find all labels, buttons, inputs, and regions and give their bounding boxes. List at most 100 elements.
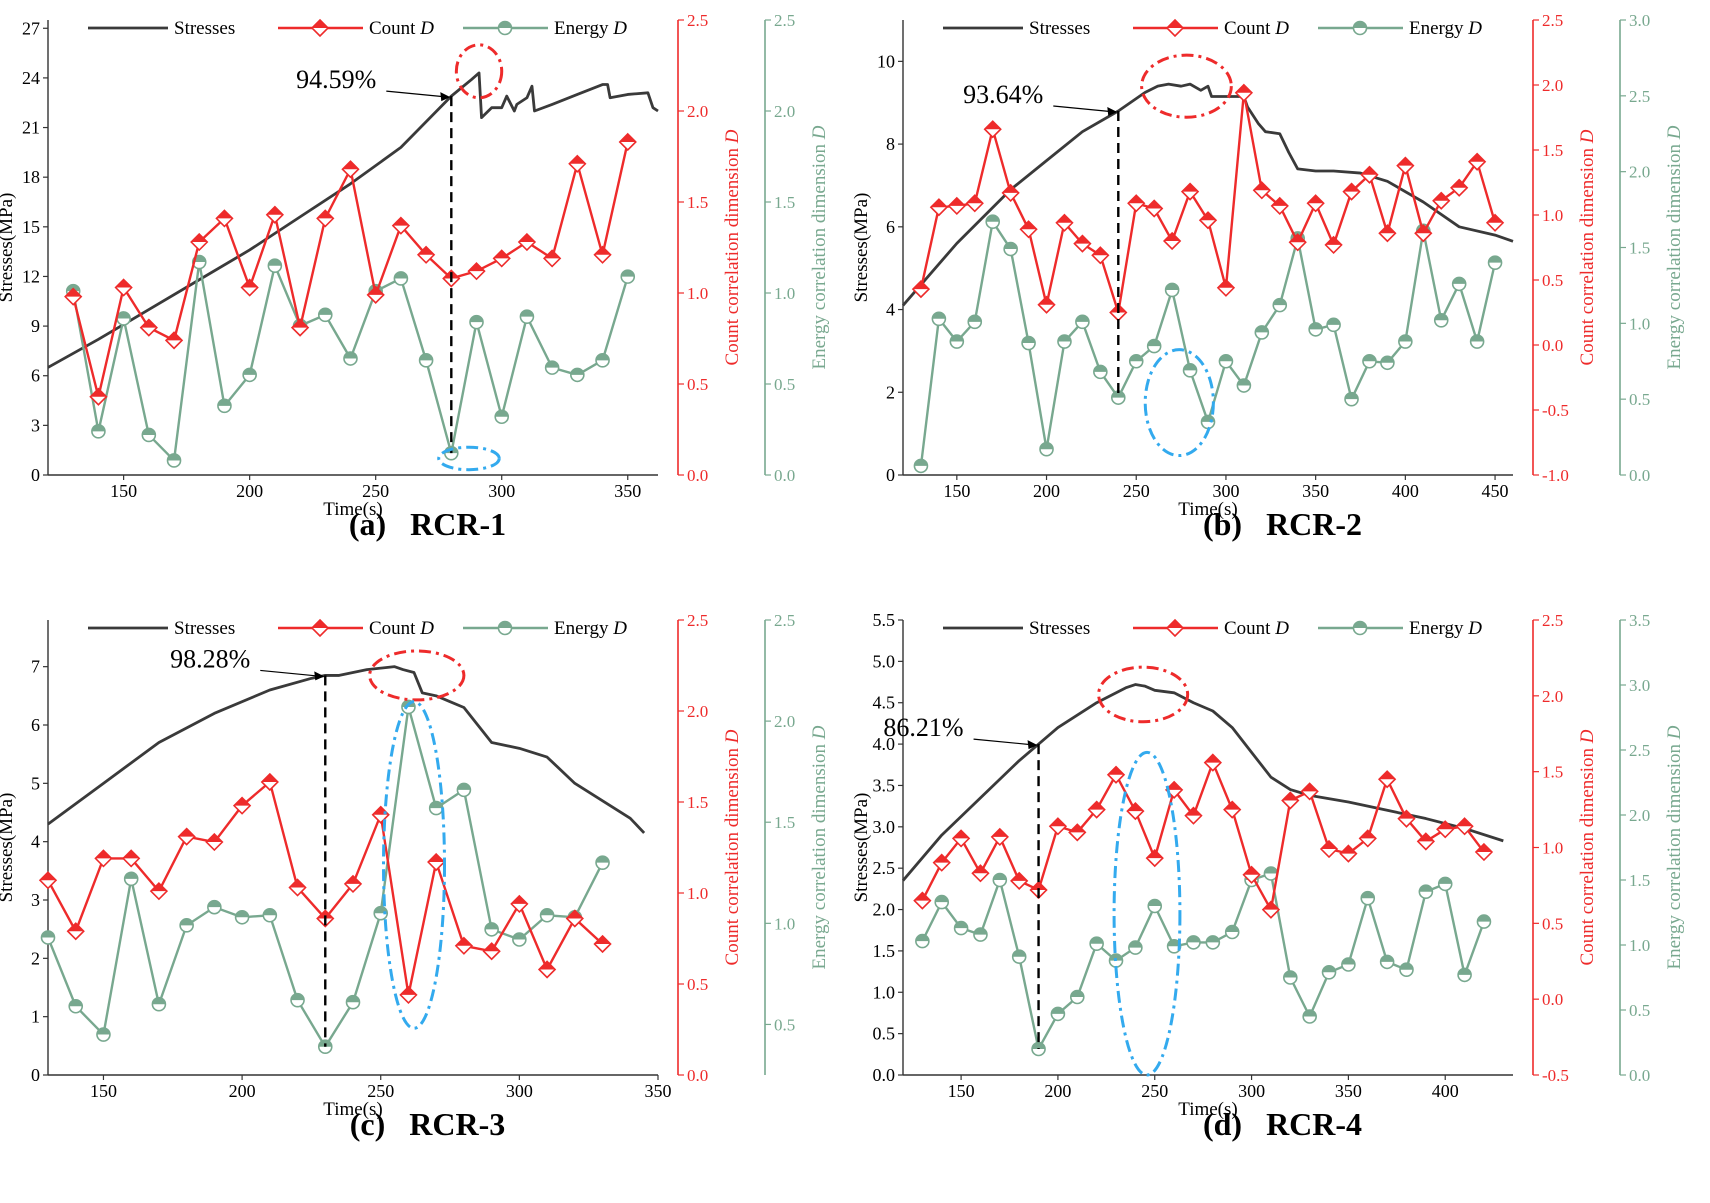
stresses-line (47, 665, 646, 834)
count-d-point-fill (140, 319, 157, 328)
energy-d-point-fill (935, 895, 949, 903)
count-d-point-fill (1166, 781, 1183, 790)
energy-d-point-fill (235, 910, 249, 918)
count-d-point-fill (345, 875, 361, 884)
peak-highlight-ellipse (1140, 53, 1233, 119)
count-d-point-fill (342, 161, 359, 170)
energy-d-point-fill (1341, 958, 1355, 965)
energy-d-tick-label: 0.5 (774, 1015, 795, 1034)
energy-d-point-fill (124, 872, 138, 879)
legend-energy-marker-fill (498, 21, 512, 28)
count-d-point-fill (1433, 192, 1450, 201)
energy-d-tick-label: 2.5 (774, 11, 795, 30)
fluctuation-highlight-ellipse (1143, 348, 1215, 458)
energy-d-point-fill (1075, 315, 1089, 322)
legend-energy-label: Energy D (1409, 618, 1482, 639)
energy-d-point-fill (1022, 336, 1036, 344)
count-d-point-fill (150, 883, 167, 892)
energy-d-point-fill (495, 410, 509, 417)
count-d-tick-label: 1.0 (1542, 839, 1563, 858)
energy-d-tick-label: 2.5 (1629, 741, 1650, 760)
y-tick-label: 15 (22, 217, 40, 237)
count-d-tick-label: 0.5 (1542, 271, 1563, 290)
y-tick-label: 8 (886, 134, 895, 154)
count-d-tick-label: 2.0 (1542, 687, 1563, 706)
stresses-line (901, 683, 1504, 882)
energy-d-point-fill (217, 399, 231, 406)
energy-d-tick-label: 2.0 (774, 102, 795, 121)
energy-d-point-fill (1273, 298, 1287, 306)
x-tick-label: 250 (1123, 481, 1150, 501)
energy-d-point-fill (1488, 256, 1502, 263)
count-d-point-fill (115, 279, 132, 288)
y-tick-label: 0 (886, 465, 895, 485)
count-d-point-fill (1469, 153, 1486, 162)
energy-d-tick-label: 2.0 (774, 712, 795, 731)
count-d-point-fill (234, 797, 251, 806)
energy-d-point-fill (1345, 392, 1359, 400)
count-d-point-fill (566, 910, 583, 919)
count-d-point-fill (1359, 830, 1376, 839)
y-tick-label: 18 (22, 167, 40, 187)
legend-energy-marker-fill (498, 621, 512, 628)
energy-d-point-fill (41, 930, 55, 938)
energy-d-point-fill (167, 453, 181, 461)
count-d-tick-label: 2.0 (1542, 76, 1563, 95)
y-tick-label: 6 (31, 715, 40, 735)
energy-d-point-fill (1147, 339, 1161, 347)
energy-d-point-fill (512, 933, 526, 940)
percentage-annotation: 93.64% (963, 80, 1043, 109)
energy-d-point-fill (1183, 363, 1197, 371)
legend: Stresses Count D Energy D (943, 618, 1482, 639)
x-tick-label: 150 (110, 481, 137, 501)
count-d-point-fill (1108, 766, 1125, 775)
y-tick-label: 4 (31, 832, 40, 852)
count-d-tick-label: 2.5 (1542, 11, 1563, 30)
energy-d-tick-label: 1.5 (774, 193, 795, 212)
energy-d-tick-label: 3.0 (1629, 676, 1650, 695)
count-d-tick-label: 1.0 (687, 284, 708, 303)
energy-d-point-fill (1148, 899, 1162, 906)
energy-d-point-fill (986, 215, 1000, 222)
peak-highlight-ellipse (454, 43, 504, 100)
energy-d-tick-label: 1.0 (1629, 314, 1650, 333)
energy-d-point-fill (545, 361, 559, 368)
x-axis-label: Time(s) (1178, 1099, 1237, 1120)
energy-d-point-fill (993, 873, 1007, 880)
y-tick-label: 1.0 (873, 982, 896, 1002)
energy-d-point-fill (291, 993, 305, 1001)
x-axis-label: Time(s) (323, 1099, 382, 1120)
count-d-point-fill (90, 388, 107, 397)
count-d-tick-label: 2.0 (687, 702, 708, 721)
energy-d-point-fill (1255, 325, 1269, 333)
y-tick-label: 5 (31, 773, 40, 793)
y-tick-label: 3.0 (873, 817, 896, 837)
x-tick-label: 200 (229, 1081, 256, 1101)
count-d-point-fill (1069, 824, 1086, 833)
count-d-point-fill (1253, 182, 1270, 191)
count-d-point-fill (594, 246, 611, 255)
y-tick-label: 2.0 (873, 900, 896, 920)
count-d-point-fill (1243, 866, 1260, 875)
count-d-point-fill (966, 195, 983, 204)
count-d-axis-label: Count correlation dimension D (722, 129, 743, 365)
x-tick-label: 350 (1335, 1081, 1362, 1101)
energy-d-point-fill (915, 934, 929, 942)
energy-d-tick-label: 2.0 (1629, 163, 1650, 182)
count-d-point-fill (1451, 179, 1468, 188)
energy-d-point-fill (1327, 318, 1341, 325)
count-d-point-fill (191, 234, 208, 243)
count-d-point-fill (428, 854, 445, 863)
count-d-point-fill (1262, 901, 1279, 910)
energy-d-point-fill (207, 900, 221, 908)
count-d-tick-label: 0.5 (1542, 914, 1563, 933)
legend-stresses-label: Stresses (174, 618, 235, 639)
count-d-point-fill (1088, 801, 1105, 810)
count-d-tick-label: 0.5 (687, 375, 708, 394)
count-d-point-fill (933, 854, 950, 863)
legend: Stresses Count D Energy D (88, 18, 627, 39)
energy-d-point-fill (914, 459, 928, 466)
count-d-point-fill (418, 246, 435, 255)
count-d-point-fill (178, 828, 195, 837)
count-d-tick-label: 0.5 (687, 975, 708, 994)
